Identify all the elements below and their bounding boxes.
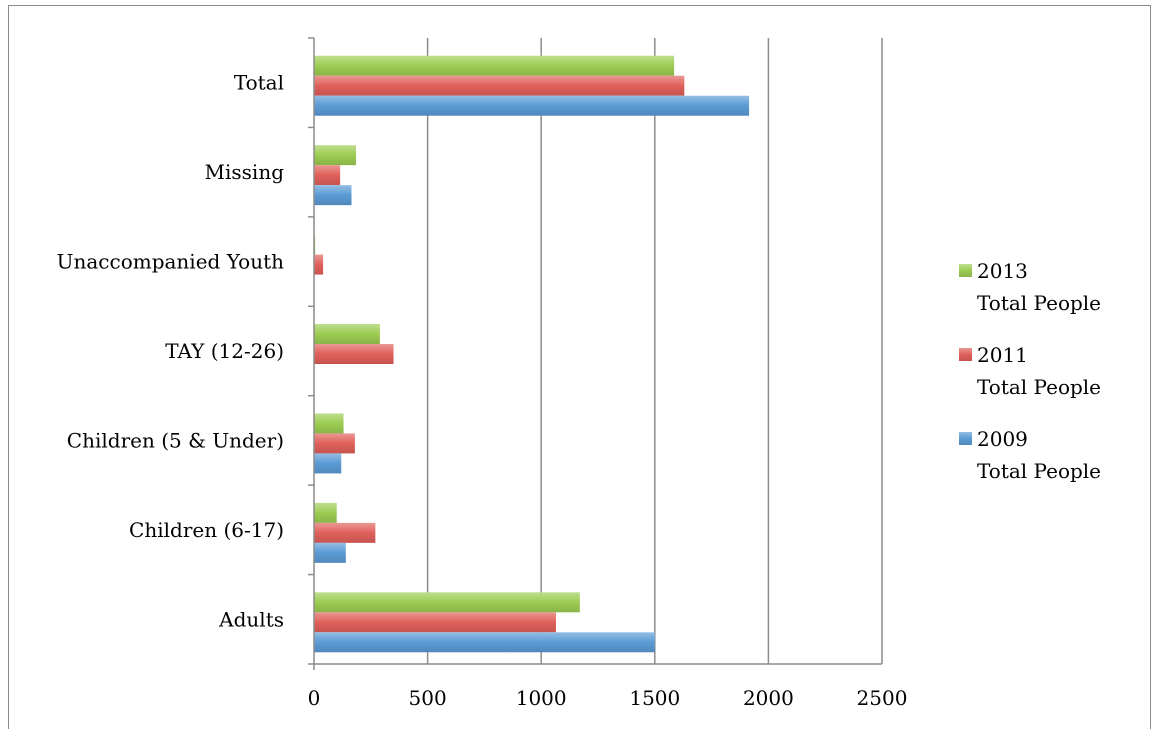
- bar: [314, 95, 750, 116]
- x-tick-label: 2000: [743, 686, 794, 710]
- bar: [314, 344, 394, 364]
- category-label: Unaccompanied Youth: [57, 250, 284, 274]
- bar: [314, 453, 342, 474]
- x-tick-label: 1500: [629, 686, 680, 710]
- bar: [314, 254, 324, 275]
- category-label: Children (5 & Under): [67, 428, 284, 452]
- bar: [314, 185, 352, 206]
- category-label: Adults: [218, 607, 284, 631]
- legend-label: 2013: [977, 259, 1028, 283]
- gridlines: [426, 38, 883, 664]
- bar: [314, 145, 357, 166]
- x-tick-label: 2500: [857, 686, 908, 710]
- x-tick-label: 0: [308, 686, 321, 710]
- category-label: TAY (12-26): [165, 339, 284, 363]
- bar: [314, 542, 346, 563]
- axes: [308, 37, 882, 670]
- legend-label: Total People: [977, 375, 1101, 399]
- bar: [314, 165, 341, 186]
- category-label: Missing: [205, 160, 285, 184]
- category-label: Children (6-17): [129, 518, 284, 542]
- bar: [314, 55, 675, 76]
- chart-frame: [8, 5, 1151, 729]
- legend-label: Total People: [977, 291, 1101, 315]
- bar: [314, 433, 355, 454]
- legend-swatch: [959, 432, 972, 445]
- bar: [314, 632, 655, 653]
- bar: [314, 592, 580, 613]
- bar: [314, 612, 556, 633]
- x-tick-label: 500: [409, 686, 447, 710]
- category-labels: Adults Children (6-17) Children (5 & Under…: [57, 71, 285, 632]
- legend-swatch: [959, 264, 972, 277]
- bar: [314, 502, 337, 523]
- bars: [314, 55, 750, 653]
- x-tick-label: 1000: [516, 686, 567, 710]
- bar: [314, 522, 376, 543]
- legend-label: 2011: [977, 343, 1028, 367]
- legend: 2013 Total People 2011 Total People 2009 Tota…: [959, 259, 1101, 483]
- x-tick-labels: 0 500 1000 1500 2000 2500: [308, 686, 908, 710]
- legend-swatch: [959, 348, 972, 361]
- legend-label: Total People: [977, 459, 1101, 483]
- category-label: Total: [234, 71, 284, 95]
- bar: [314, 75, 685, 96]
- bar: [314, 413, 344, 434]
- legend-label: 2009: [977, 427, 1028, 451]
- bar: [314, 324, 380, 344]
